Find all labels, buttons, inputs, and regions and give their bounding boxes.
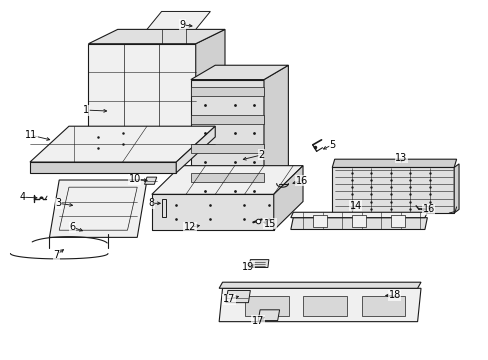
- Polygon shape: [273, 166, 303, 230]
- Text: 17: 17: [251, 316, 264, 325]
- Polygon shape: [176, 126, 215, 173]
- Polygon shape: [190, 87, 264, 96]
- Polygon shape: [88, 44, 195, 151]
- Polygon shape: [190, 80, 264, 198]
- Text: 13: 13: [395, 153, 407, 163]
- Text: 4: 4: [20, 192, 26, 202]
- Polygon shape: [331, 159, 456, 167]
- Text: 6: 6: [70, 222, 76, 232]
- Polygon shape: [161, 199, 166, 217]
- Text: 5: 5: [328, 140, 335, 150]
- Text: 8: 8: [148, 198, 155, 208]
- Text: 7: 7: [54, 249, 60, 260]
- Polygon shape: [190, 116, 264, 125]
- Polygon shape: [152, 166, 303, 194]
- Text: 11: 11: [25, 130, 37, 140]
- Polygon shape: [390, 215, 405, 226]
- Polygon shape: [290, 212, 427, 218]
- Polygon shape: [331, 167, 453, 213]
- Polygon shape: [312, 215, 327, 226]
- Polygon shape: [361, 296, 405, 316]
- Polygon shape: [264, 65, 288, 198]
- Polygon shape: [147, 12, 210, 30]
- Polygon shape: [30, 126, 215, 162]
- Polygon shape: [453, 164, 458, 213]
- Text: 16: 16: [422, 204, 434, 215]
- Polygon shape: [88, 30, 224, 44]
- Text: 2: 2: [258, 150, 264, 160]
- Polygon shape: [351, 215, 366, 226]
- Polygon shape: [152, 194, 273, 230]
- Polygon shape: [190, 173, 264, 182]
- Polygon shape: [49, 180, 147, 237]
- Polygon shape: [30, 162, 176, 173]
- Text: 12: 12: [183, 222, 196, 232]
- Text: 1: 1: [83, 105, 89, 115]
- Text: 3: 3: [55, 198, 61, 208]
- Polygon shape: [303, 296, 346, 316]
- Polygon shape: [219, 288, 420, 321]
- Polygon shape: [144, 177, 157, 184]
- Text: 19: 19: [242, 262, 254, 272]
- Polygon shape: [190, 144, 264, 153]
- Text: 14: 14: [349, 201, 361, 211]
- Text: 10: 10: [128, 174, 141, 184]
- Polygon shape: [219, 282, 420, 288]
- Text: 16: 16: [295, 176, 307, 186]
- Text: 17: 17: [222, 294, 235, 304]
- Polygon shape: [258, 310, 279, 320]
- Polygon shape: [195, 30, 224, 151]
- Polygon shape: [290, 218, 427, 229]
- Text: 15: 15: [263, 219, 276, 229]
- Polygon shape: [225, 291, 250, 303]
- Text: 18: 18: [388, 291, 400, 301]
- Polygon shape: [249, 260, 268, 267]
- Polygon shape: [190, 65, 288, 80]
- Polygon shape: [245, 296, 289, 316]
- Text: 9: 9: [179, 20, 185, 30]
